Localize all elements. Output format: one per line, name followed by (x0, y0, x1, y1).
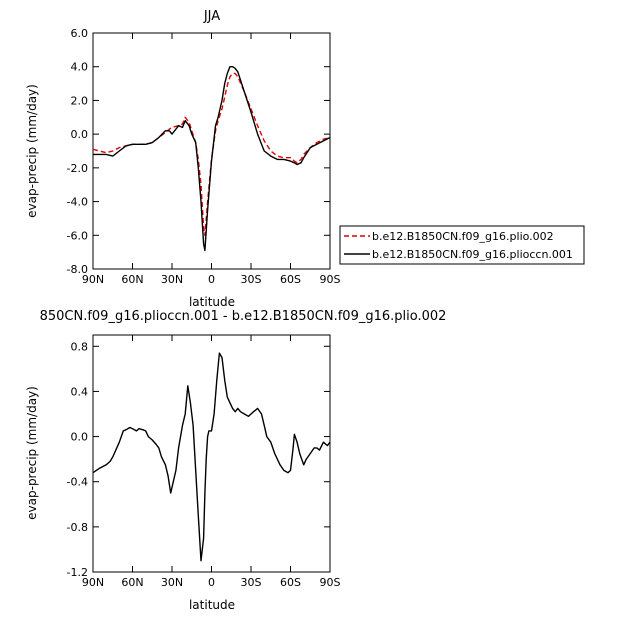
top-y-tick-label: -8.0 (67, 263, 88, 276)
top-y-tick-label: 0.0 (71, 128, 89, 141)
top-y-ticks: -8.0 -6.0 -4.0 -2.0 0.0 2.0 4.0 6.0 (67, 27, 330, 276)
bottom-x-tick-label: 30S (241, 576, 262, 589)
top-y-tick-label: -4.0 (67, 196, 88, 209)
legend-label-plio: b.e12.B1850CN.f09_g16.plio.002 (372, 230, 554, 243)
top-series (92, 65, 331, 252)
top-x-ticks: 90N 60N 30N 0 30S 60S 90S (82, 33, 341, 286)
top-x-tick-label: 90S (320, 273, 341, 286)
top-x-tick-label: 30S (241, 273, 262, 286)
top-series-line-0 (92, 72, 331, 237)
legend-label-plioccn: b.e12.B1850CN.f09_g16.plioccn.001 (372, 248, 573, 261)
bottom-x-tick-label: 60N (121, 576, 143, 589)
top-chart-title: JJA (203, 9, 220, 24)
bottom-series-line-0 (92, 352, 331, 562)
bottom-x-tick-label: 30N (161, 576, 183, 589)
top-y-tick-label: 6.0 (71, 27, 89, 40)
bottom-y-ticks: -1.2 -0.8 -0.4 0.0 0.4 0.8 (67, 340, 330, 579)
top-panel: JJA -8.0 -6.0 -4.0 -2.0 0.0 2.0 4.0 6.0 90N 60N 3… (25, 9, 341, 309)
bottom-y-tick-label: -1.2 (67, 566, 88, 579)
top-x-tick-label: 90N (82, 273, 104, 286)
bottom-x-ticks: 90N 60N 30N 0 30S 60S 90S (82, 335, 341, 589)
top-y-tick-label: -2.0 (67, 162, 88, 175)
top-y-tick-label: 4.0 (71, 61, 89, 74)
bottom-chart-title: 850CN.f09_g16.plioccn.001 - b.e12.B1850C… (40, 309, 447, 324)
bottom-y-axis-label: evap-precip (mm/day) (25, 386, 39, 520)
bottom-x-tick-label: 60S (280, 576, 301, 589)
bottom-y-tick-label: 0.8 (71, 340, 89, 353)
top-y-tick-label: 2.0 (71, 94, 89, 107)
bottom-x-tick-label: 90S (320, 576, 341, 589)
top-y-tick-label: -6.0 (67, 229, 88, 242)
top-y-axis-label: evap-precip (mm/day) (25, 84, 39, 218)
bottom-y-tick-label: 0.0 (71, 431, 89, 444)
top-x-tick-label: 30N (161, 273, 183, 286)
bottom-panel: 850CN.f09_g16.plioccn.001 - b.e12.B1850C… (25, 309, 446, 612)
bottom-x-tick-label: 90N (82, 576, 104, 589)
bottom-x-axis-label: latitude (189, 598, 235, 612)
top-plot-frame (92, 32, 331, 270)
top-x-tick-label: 0 (208, 273, 215, 286)
legend: b.e12.B1850CN.f09_g16.plio.002 b.e12.B18… (339, 225, 585, 265)
bottom-y-tick-label: -0.8 (67, 521, 88, 534)
top-x-tick-label: 60N (121, 273, 143, 286)
bottom-plot-frame (92, 334, 331, 573)
legend-box (339, 225, 585, 265)
top-series-line-1 (93, 65, 331, 252)
bottom-x-tick-label: 0 (208, 576, 215, 589)
top-x-tick-label: 60S (280, 273, 301, 286)
top-x-axis-label: latitude (189, 295, 235, 309)
bottom-y-tick-label: -0.4 (67, 476, 88, 489)
bottom-y-tick-label: 0.4 (71, 385, 89, 398)
bottom-series (92, 352, 331, 562)
